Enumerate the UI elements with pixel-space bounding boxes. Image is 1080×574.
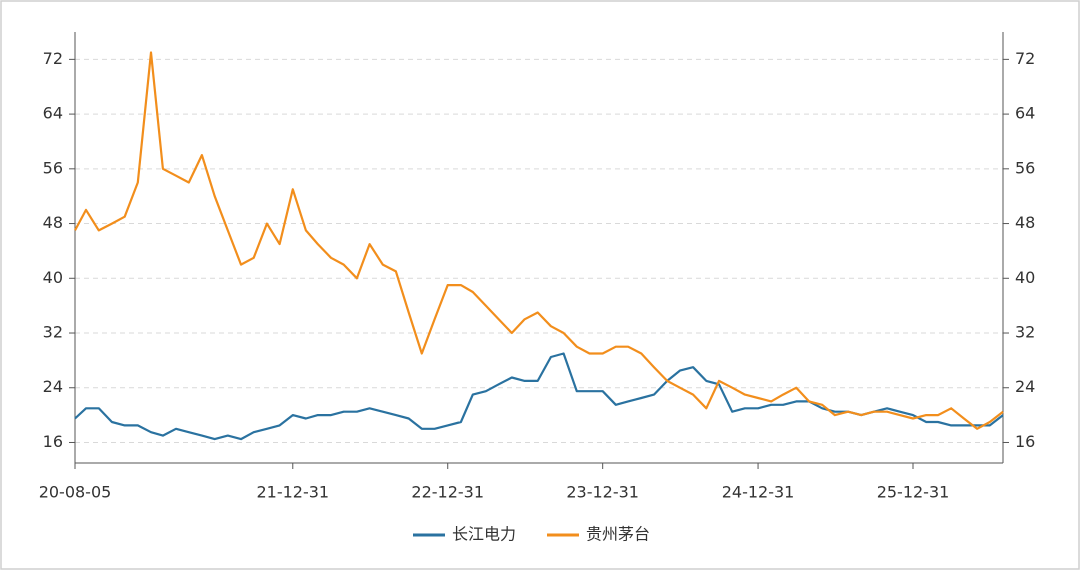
y-tick-label: 32	[43, 323, 63, 342]
x-tick-label: 22-12-31	[411, 483, 484, 502]
y-tick-label: 48	[43, 213, 63, 232]
y2-tick-label: 24	[1015, 377, 1035, 396]
y2-tick-label: 40	[1015, 268, 1035, 287]
y-tick-label: 56	[43, 158, 63, 177]
legend-label: 贵州茅台	[586, 525, 650, 544]
x-tick-label: 20-08-05	[39, 483, 112, 502]
series-line	[74, 51, 1004, 430]
y-tick-label: 40	[43, 268, 63, 287]
x-tick-label: 21-12-31	[256, 483, 329, 502]
y2-tick-label: 72	[1015, 49, 1035, 68]
y-tick-label: 16	[43, 432, 63, 451]
x-tick-label: 23-12-31	[566, 483, 639, 502]
y2-tick-label: 48	[1015, 213, 1035, 232]
y-tick-label: 24	[43, 377, 63, 396]
y2-tick-label: 16	[1015, 432, 1035, 451]
y-tick-label: 64	[43, 104, 63, 123]
y2-tick-label: 64	[1015, 104, 1035, 123]
x-tick-label: 25-12-31	[877, 483, 950, 502]
y2-tick-label: 56	[1015, 158, 1035, 177]
legend-label: 长江电力	[452, 525, 516, 544]
y-tick-label: 72	[43, 49, 63, 68]
y2-tick-label: 32	[1015, 323, 1035, 342]
x-tick-label: 24-12-31	[722, 483, 795, 502]
